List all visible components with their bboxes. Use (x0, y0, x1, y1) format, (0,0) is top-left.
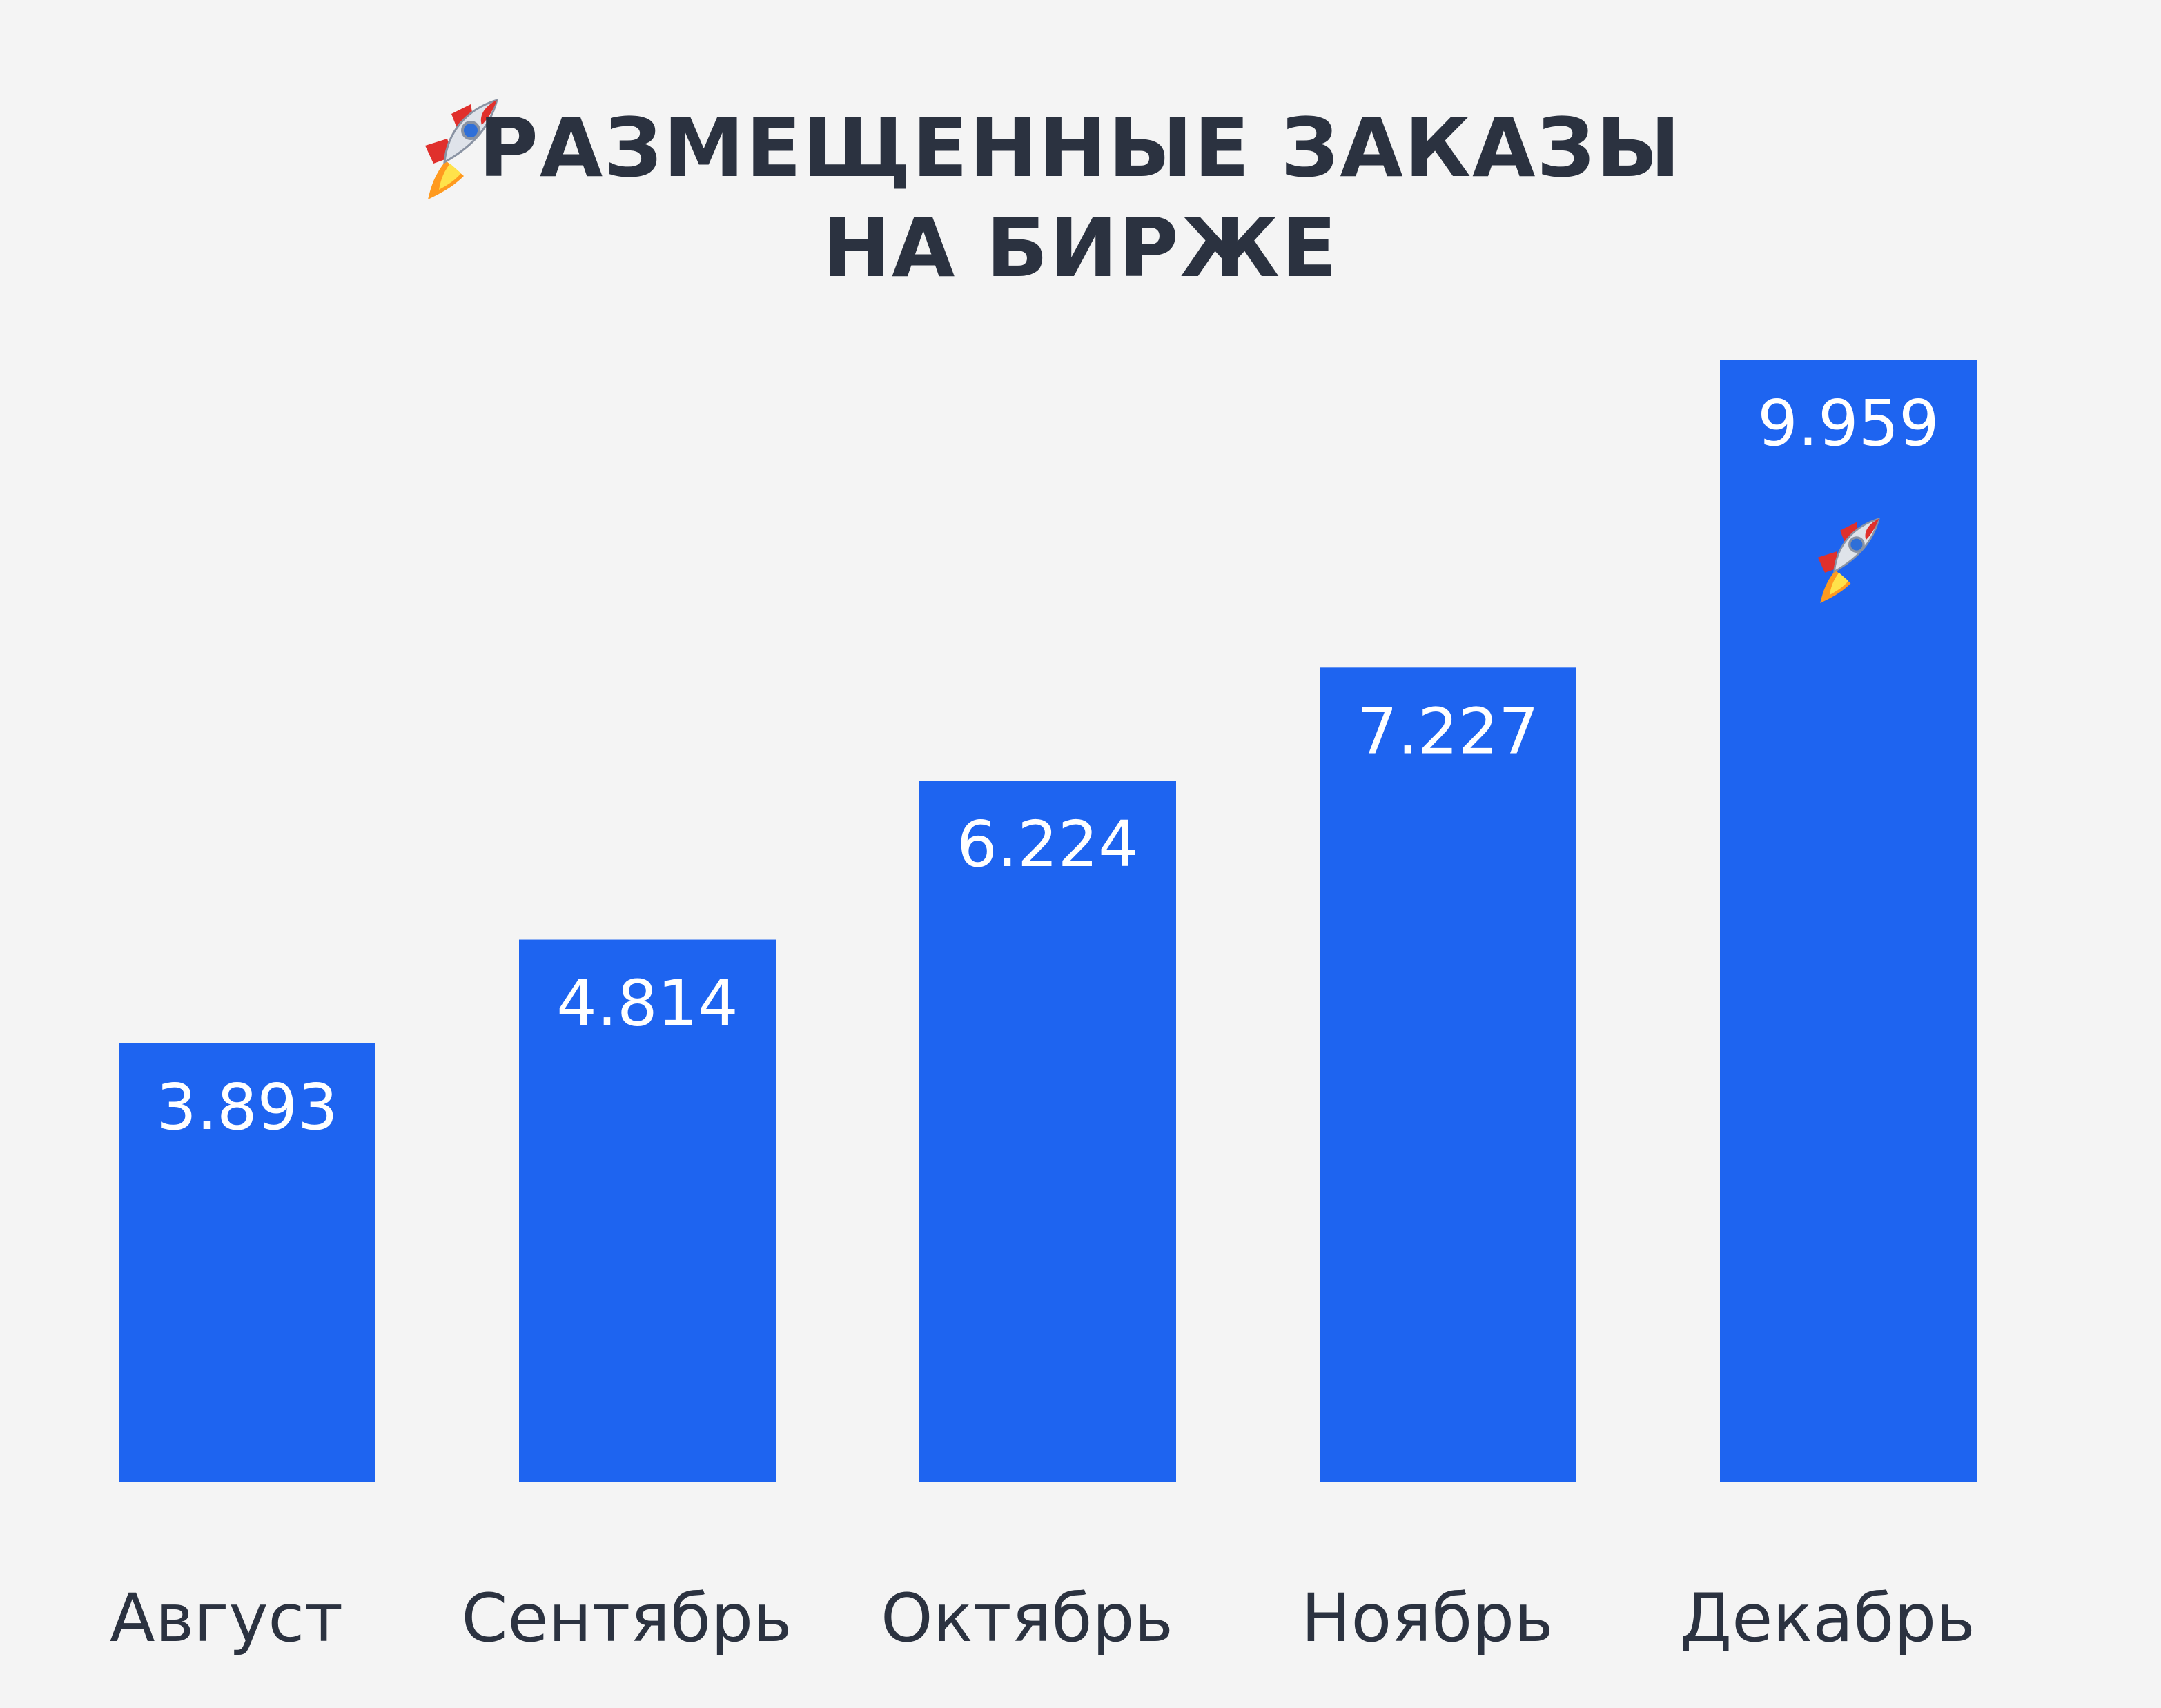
value-labels-group: 3.893 4.814 6.224 7.227 9.959 (156, 386, 1939, 1144)
chart-title-line-2: НА БИРЖЕ (822, 200, 1338, 295)
bar-4 (1320, 667, 1576, 1482)
bar-1 (119, 1043, 375, 1482)
category-label-5: Декабрь (1680, 1580, 1975, 1657)
bar-3 (919, 781, 1176, 1482)
value-label-2: 4.814 (556, 967, 738, 1041)
bar-2 (519, 939, 776, 1482)
bars-group (119, 360, 1977, 1482)
category-label-3: Октябрь (881, 1580, 1173, 1657)
chart-title: РАЗМЕЩЕННЫЕ ЗАКАЗЫ НА БИРЖЕ (424, 99, 1681, 295)
value-label-4: 7.227 (1357, 694, 1538, 768)
chart-title-line-1: РАЗМЕЩЕННЫЕ ЗАКАЗЫ (478, 100, 1681, 195)
category-label-2: Сентябрь (461, 1580, 792, 1657)
category-labels-group: Август Сентябрь Октябрь Ноябрь Декабрь (110, 1580, 1975, 1657)
value-label-3: 6.224 (957, 807, 1138, 881)
category-label-1: Август (110, 1580, 343, 1657)
category-label-4: Ноябрь (1301, 1580, 1553, 1657)
value-label-5: 9.959 (1757, 386, 1939, 460)
value-label-1: 3.893 (156, 1070, 338, 1144)
